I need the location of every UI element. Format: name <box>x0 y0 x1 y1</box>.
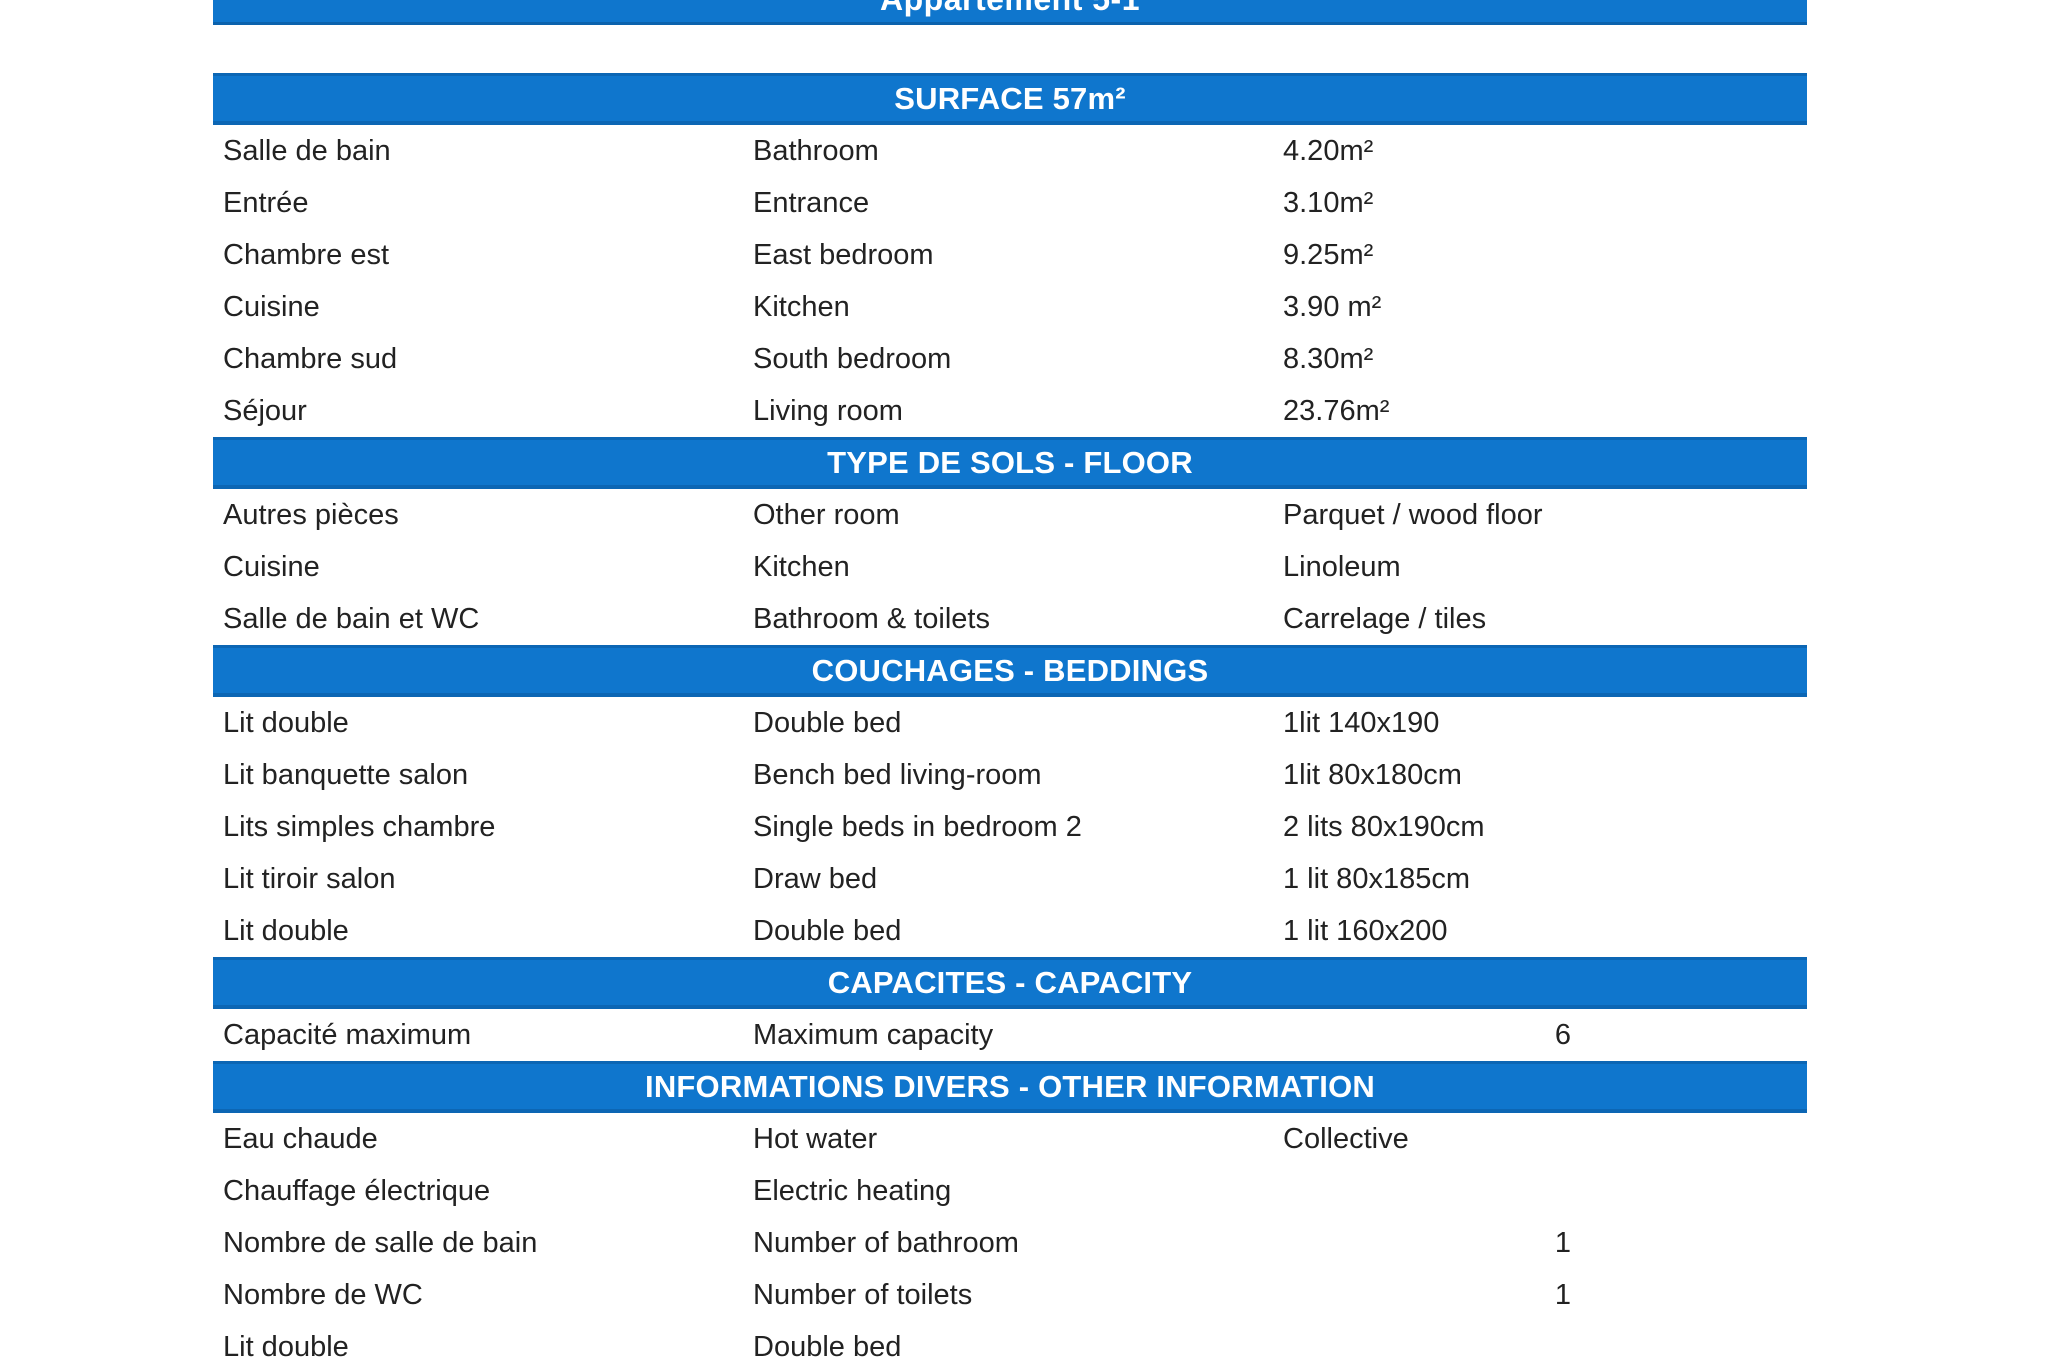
section-title: COUCHAGES - BEDDINGS <box>811 652 1209 688</box>
top-banner-title: Appartement 5-1 <box>213 0 1807 15</box>
label-en: South bedroom <box>753 343 952 375</box>
label-fr: Chambre est <box>223 239 390 271</box>
value: 1 <box>1554 1227 1572 1259</box>
label-en: Draw bed <box>753 863 878 895</box>
label-en: Double bed <box>753 915 902 947</box>
label-fr: Cuisine <box>223 551 320 583</box>
label-fr: Lit double <box>223 707 349 739</box>
section-header-floor: TYPE DE SOLS - FLOOR <box>213 437 1807 489</box>
value: 3.90 m² <box>1283 291 1382 323</box>
spacer <box>213 25 1807 73</box>
table-row: Chambre sud South bedroom 8.30m² <box>213 333 1807 385</box>
value: Parquet / wood floor <box>1283 499 1543 531</box>
value: Linoleum <box>1283 551 1401 583</box>
label-fr: Nombre de WC <box>223 1279 423 1311</box>
value: Collective <box>1283 1123 1409 1155</box>
table-row: Lit double Double bed 1 lit 160x200 <box>213 905 1807 957</box>
table-row: Chauffage électrique Electric heating <box>213 1165 1807 1217</box>
section-header-beddings: COUCHAGES - BEDDINGS <box>213 645 1807 697</box>
apartment-info-sheet: Appartement 5-1 SURFACE 57m² Salle de ba… <box>213 0 1807 1365</box>
section-header-other-information: INFORMATIONS DIVERS - OTHER INFORMATION <box>213 1061 1807 1113</box>
table-row: Séjour Living room 23.76m² <box>213 385 1807 437</box>
table-row: Lit double Double bed 1lit 140x190 <box>213 697 1807 749</box>
table-row: Salle de bain Bathroom 4.20m² <box>213 125 1807 177</box>
value: 2 lits 80x190cm <box>1283 811 1485 843</box>
label-fr: Salle de bain et WC <box>223 603 480 635</box>
section-title: TYPE DE SOLS - FLOOR <box>827 444 1193 480</box>
label-en: Living room <box>753 395 903 427</box>
label-fr: Lit double <box>223 915 349 947</box>
table-row: Lit double Double bed <box>213 1321 1807 1365</box>
value: 1 <box>1554 1279 1572 1311</box>
value: 1lit 80x180cm <box>1283 759 1462 791</box>
label-fr: Eau chaude <box>223 1123 378 1155</box>
value: 1lit 140x190 <box>1283 707 1440 739</box>
value: 9.25m² <box>1283 239 1374 271</box>
value: 8.30m² <box>1283 343 1374 375</box>
table-row: Salle de bain et WC Bathroom & toilets C… <box>213 593 1807 645</box>
table-row: Eau chaude Hot water Collective <box>213 1113 1807 1165</box>
label-en: Other room <box>753 499 900 531</box>
table-row: Nombre de salle de bain Number of bathro… <box>213 1217 1807 1269</box>
label-fr: Séjour <box>223 395 307 427</box>
section-title: SURFACE 57m² <box>894 80 1126 116</box>
value: 6 <box>1554 1019 1572 1051</box>
label-en: Kitchen <box>753 551 850 583</box>
label-en: East bedroom <box>753 239 934 271</box>
section-header-surface: SURFACE 57m² <box>213 73 1807 125</box>
label-en: Hot water <box>753 1123 878 1155</box>
value: 23.76m² <box>1283 395 1390 427</box>
table-row: Lit tiroir salon Draw bed 1 lit 80x185cm <box>213 853 1807 905</box>
value: 1 lit 160x200 <box>1283 915 1448 947</box>
label-fr: Lit double <box>223 1331 349 1363</box>
label-fr: Entrée <box>223 187 309 219</box>
label-fr: Lit tiroir salon <box>223 863 396 895</box>
section-title: INFORMATIONS DIVERS - OTHER INFORMATION <box>645 1068 1375 1104</box>
label-fr: Autres pièces <box>223 499 399 531</box>
top-banner: Appartement 5-1 <box>213 0 1807 25</box>
value: Carrelage / tiles <box>1283 603 1487 635</box>
table-row: Lits simples chambre Single beds in bedr… <box>213 801 1807 853</box>
label-en: Bathroom <box>753 135 879 167</box>
value: 3.10m² <box>1283 187 1374 219</box>
value: 4.20m² <box>1283 135 1374 167</box>
label-fr: Chauffage électrique <box>223 1175 491 1207</box>
label-en: Double bed <box>753 707 902 739</box>
value: 1 lit 80x185cm <box>1283 863 1470 895</box>
label-fr: Chambre sud <box>223 343 398 375</box>
label-en: Maximum capacity <box>753 1019 994 1051</box>
label-fr: Capacité maximum <box>223 1019 472 1051</box>
label-en: Entrance <box>753 187 870 219</box>
label-fr: Lits simples chambre <box>223 811 496 843</box>
label-en: Single beds in bedroom 2 <box>753 811 1082 843</box>
label-fr: Salle de bain <box>223 135 391 167</box>
table-row: Autres pièces Other room Parquet / wood … <box>213 489 1807 541</box>
section-header-capacity: CAPACITES - CAPACITY <box>213 957 1807 1009</box>
label-en: Number of bathroom <box>753 1227 1019 1259</box>
table-row: Cuisine Kitchen 3.90 m² <box>213 281 1807 333</box>
label-fr: Nombre de salle de bain <box>223 1227 538 1259</box>
label-fr: Lit banquette salon <box>223 759 469 791</box>
label-en: Electric heating <box>753 1175 952 1207</box>
table-row: Chambre est East bedroom 9.25m² <box>213 229 1807 281</box>
label-en: Kitchen <box>753 291 850 323</box>
label-en: Bathroom & toilets <box>753 603 990 635</box>
table-row: Entrée Entrance 3.10m² <box>213 177 1807 229</box>
label-en: Bench bed living-room <box>753 759 1042 791</box>
table-row: Lit banquette salon Bench bed living-roo… <box>213 749 1807 801</box>
table-row: Cuisine Kitchen Linoleum <box>213 541 1807 593</box>
table-row: Capacité maximum Maximum capacity 6 <box>213 1009 1807 1061</box>
table-row: Nombre de WC Number of toilets 1 <box>213 1269 1807 1321</box>
label-en: Double bed <box>753 1331 902 1363</box>
label-en: Number of toilets <box>753 1279 973 1311</box>
label-fr: Cuisine <box>223 291 320 323</box>
section-title: CAPACITES - CAPACITY <box>827 964 1193 1000</box>
